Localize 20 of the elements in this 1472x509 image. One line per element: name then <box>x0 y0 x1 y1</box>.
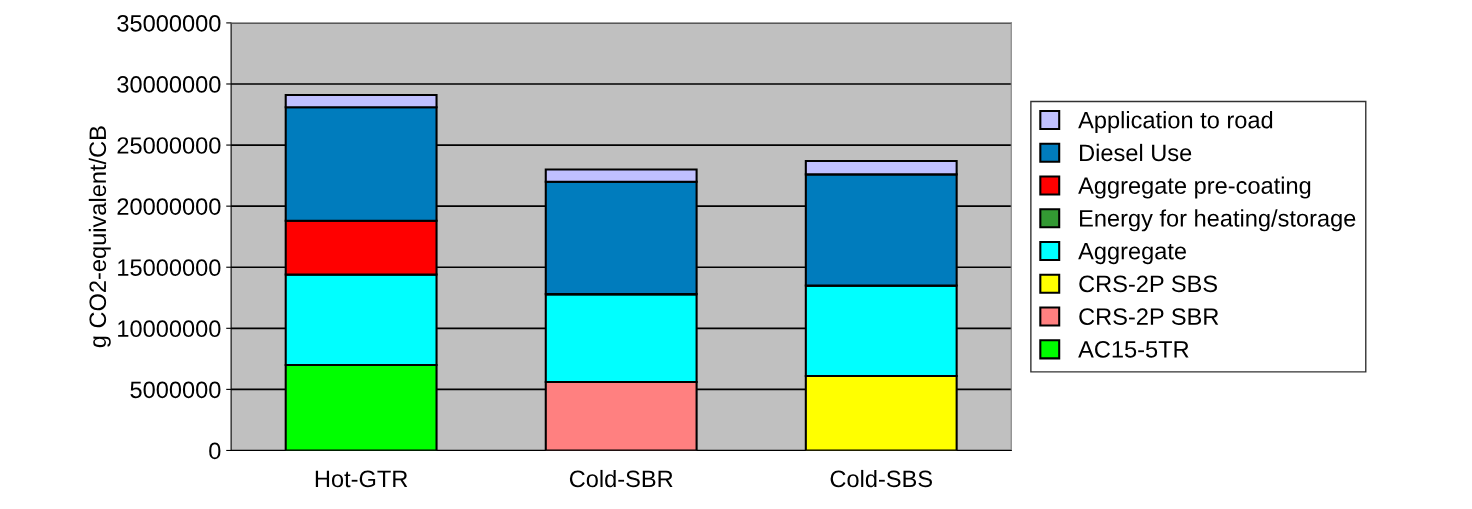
y-tick-label: 20000000 <box>117 198 221 215</box>
y-tick-label: 5000000 <box>130 381 221 399</box>
legend-label: Application to road <box>1078 111 1273 134</box>
x-tick-label: Cold-SBS <box>830 469 932 488</box>
legend-label: AC15-5TR <box>1078 341 1189 358</box>
y-tick-label: 0 <box>209 442 221 460</box>
y-tick-label: 35000000 <box>117 14 221 32</box>
legend-label: CRS-2P SBR <box>1079 308 1219 325</box>
legend-label: Energy for heating/storage <box>1080 209 1356 232</box>
y-axis-title: g CO2-equivalent/CB <box>88 126 111 348</box>
legend-label: CRS-2P SBS <box>1079 275 1217 293</box>
x-tick-label: Hot-GTR <box>315 470 408 488</box>
y-tick-label: 15000000 <box>118 259 221 277</box>
legend-label: Diesel Use <box>1080 143 1192 162</box>
x-tick-label: Cold-SBR <box>569 469 673 488</box>
legend-label: Aggregate <box>1078 242 1186 265</box>
y-tick-label: 25000000 <box>117 137 221 154</box>
legend-label: Aggregate pre-coating <box>1078 176 1311 199</box>
y-tick-label: 10000000 <box>118 320 221 338</box>
y-tick-label: 30000000 <box>117 76 221 93</box>
